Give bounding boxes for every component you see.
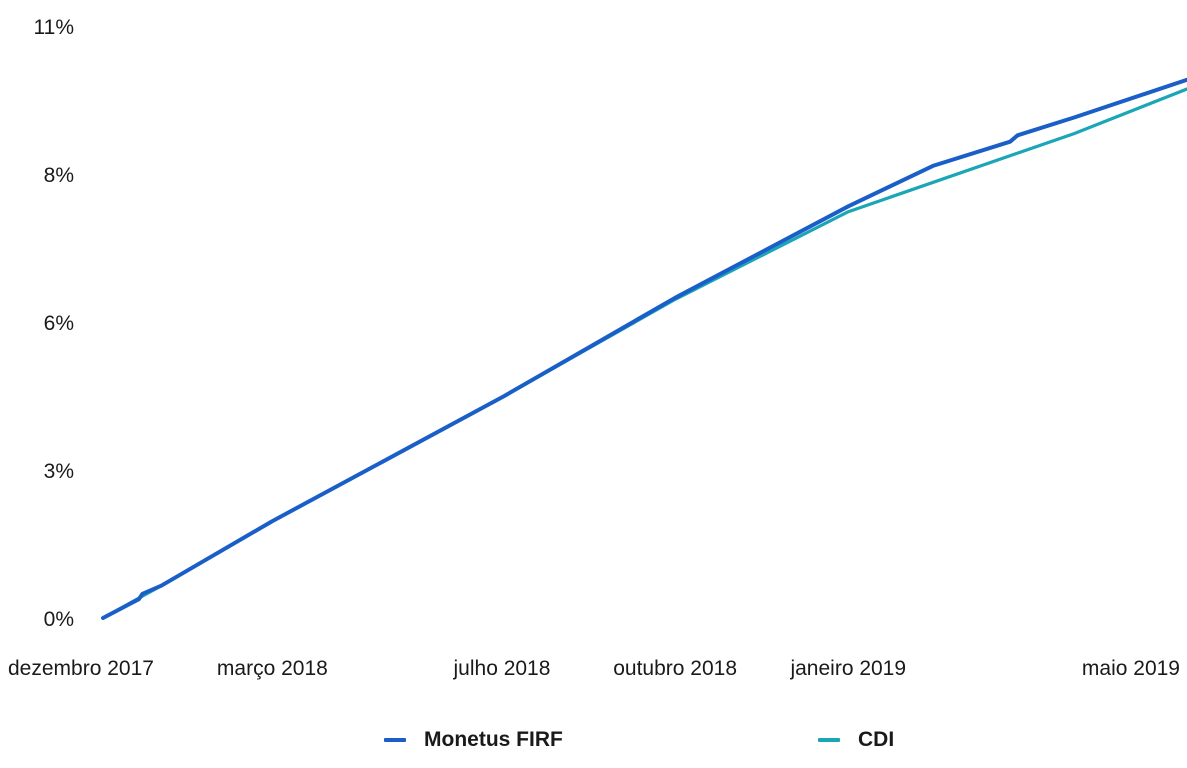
legend-label-monetus: Monetus FIRF bbox=[424, 728, 563, 751]
y-tick-label: 11% bbox=[34, 16, 74, 39]
y-tick-label: 0% bbox=[44, 608, 74, 631]
x-tick-label: julho 2018 bbox=[453, 657, 551, 680]
series-line-monetus[interactable] bbox=[101, 77, 1187, 620]
legend-swatch-monetus bbox=[384, 738, 406, 742]
series-line-cdi[interactable] bbox=[101, 87, 1187, 620]
x-axis: dezembro 2017 março 2018 julho 2018 outubro… bbox=[8, 657, 1180, 680]
x-tick-label: janeiro 2019 bbox=[789, 657, 906, 680]
legend-item-monetus[interactable]: Monetus FIRF bbox=[384, 728, 563, 752]
y-tick-label: 8% bbox=[44, 164, 74, 187]
series-layer bbox=[101, 77, 1187, 620]
x-tick-label: outubro 2018 bbox=[613, 657, 737, 680]
legend-item-cdi[interactable]: CDI bbox=[818, 728, 894, 752]
y-axis: 0% 3% 6% 8% 11% bbox=[34, 16, 74, 631]
line-chart: 0% 3% 6% 8% 11% dezembro 2017 março 2018 julho… bbox=[8, 16, 1187, 680]
x-tick-label: maio 2019 bbox=[1082, 657, 1180, 680]
legend-swatch-cdi bbox=[818, 738, 840, 742]
y-tick-label: 6% bbox=[44, 312, 74, 335]
x-tick-label: março 2018 bbox=[217, 657, 328, 680]
legend-label-cdi: CDI bbox=[858, 728, 895, 751]
legend: Monetus FIRF CDI bbox=[0, 728, 1187, 768]
x-tick-label: dezembro 2017 bbox=[8, 657, 154, 680]
y-tick-label: 3% bbox=[44, 460, 74, 483]
